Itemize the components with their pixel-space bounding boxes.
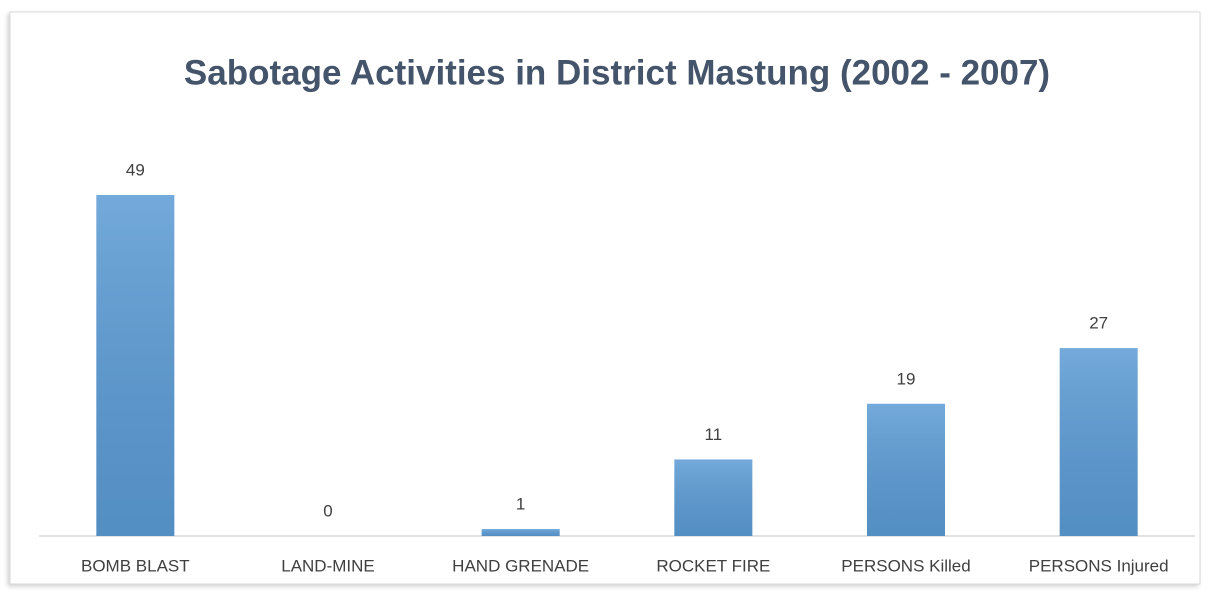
data-label: 27	[1089, 314, 1108, 333]
bar-shade	[867, 403, 945, 536]
data-label: 1	[516, 495, 525, 514]
data-label: 19	[897, 369, 916, 388]
bar-shade	[674, 459, 753, 536]
data-label: 0	[323, 501, 332, 520]
x-tick-label: ROCKET FIRE	[656, 556, 770, 575]
bar-shade	[1059, 348, 1138, 536]
data-label: 49	[126, 160, 145, 179]
bar-shade	[96, 195, 175, 536]
x-tick-label: BOMB BLAST	[81, 556, 190, 575]
x-tick-label: PERSONS Killed	[841, 556, 970, 575]
x-tick-label: PERSONS Injured	[1029, 556, 1169, 575]
x-tick-label: LAND-MINE	[281, 556, 375, 575]
x-tick-label: HAND GRENADE	[452, 556, 589, 575]
bar-shade	[481, 529, 560, 536]
chart-frame	[9, 11, 1201, 585]
chart-title: Sabotage Activities in District Mastung …	[184, 53, 1050, 92]
data-label: 11	[705, 425, 723, 444]
